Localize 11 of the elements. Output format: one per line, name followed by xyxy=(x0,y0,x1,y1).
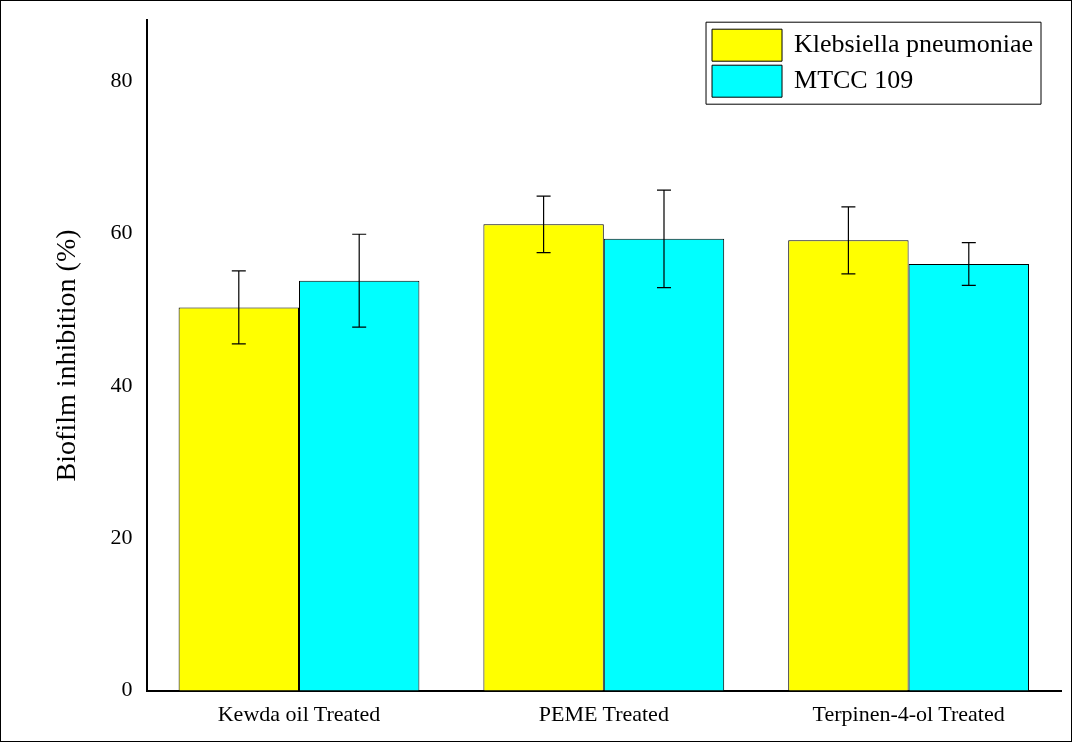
y-tick-label: 20 xyxy=(110,524,133,550)
y-tick-label: 60 xyxy=(110,219,133,245)
y-tick-label: 80 xyxy=(110,66,133,92)
y-axis-title: Biofilm inhibition (%) xyxy=(50,229,82,482)
x-tick-label: Terpinen-4-ol Treated xyxy=(812,700,1005,726)
legend-label: Klebsiella pneumoniae xyxy=(794,29,1034,59)
x-tick-label: PEME Treated xyxy=(538,700,669,726)
y-tick-label: 0 xyxy=(121,676,133,702)
y-tick-label: 40 xyxy=(110,371,133,397)
x-tick-label: Kewda oil Treated xyxy=(217,700,381,726)
legend-label: MTCC 109 xyxy=(794,65,914,95)
